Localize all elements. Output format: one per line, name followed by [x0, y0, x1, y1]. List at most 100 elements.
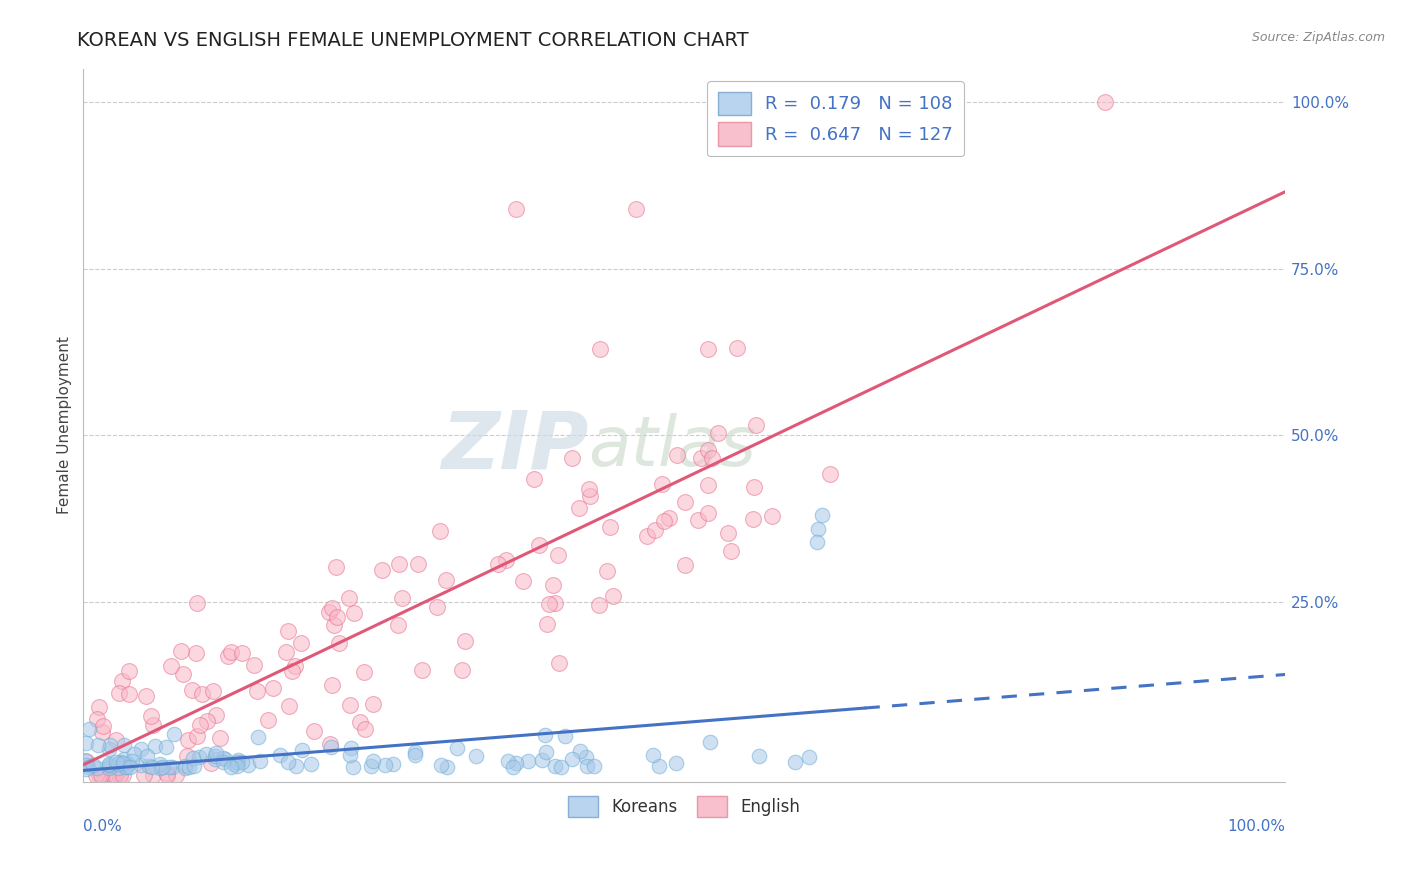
Point — [112, 756, 135, 771]
Point — [217, 648, 239, 663]
Point — [363, 754, 385, 768]
Point — [342, 760, 364, 774]
Point — [541, 578, 564, 592]
Point — [219, 645, 242, 659]
Point — [699, 735, 721, 749]
Point — [643, 748, 665, 763]
Point — [89, 768, 111, 782]
Point — [697, 478, 720, 492]
Point — [247, 730, 270, 744]
Point — [205, 746, 228, 760]
Point — [141, 760, 163, 774]
Point — [720, 544, 742, 558]
Point — [339, 698, 361, 712]
Point — [371, 562, 394, 576]
Point — [176, 749, 198, 764]
Point — [745, 417, 768, 432]
Text: 0.0%: 0.0% — [83, 819, 122, 834]
Point — [321, 601, 343, 615]
Point — [231, 647, 253, 661]
Point — [673, 558, 696, 573]
Point — [280, 664, 302, 678]
Text: 100.0%: 100.0% — [1227, 819, 1285, 834]
Point — [429, 757, 451, 772]
Point — [115, 760, 138, 774]
Point — [105, 766, 128, 780]
Point — [97, 758, 120, 772]
Point — [277, 624, 299, 639]
Point — [138, 758, 160, 772]
Point — [697, 342, 720, 356]
Point — [141, 708, 163, 723]
Point — [105, 733, 128, 747]
Point — [243, 657, 266, 672]
Point — [225, 756, 247, 770]
Point — [211, 750, 233, 764]
Point — [820, 467, 842, 481]
Point — [111, 673, 134, 688]
Point — [588, 599, 610, 613]
Point — [118, 760, 141, 774]
Point — [135, 689, 157, 703]
Point — [596, 564, 619, 578]
Point — [104, 768, 127, 782]
Point — [328, 636, 350, 650]
Point — [404, 748, 426, 763]
Point — [110, 768, 132, 782]
Point — [652, 514, 675, 528]
Point — [534, 728, 557, 742]
Point — [150, 760, 173, 774]
Point — [75, 736, 97, 750]
Point — [219, 759, 242, 773]
Point — [340, 741, 363, 756]
Point — [502, 760, 524, 774]
Point — [689, 451, 711, 466]
Point — [86, 712, 108, 726]
Point — [1094, 95, 1116, 109]
Point — [112, 768, 135, 782]
Point — [134, 768, 156, 782]
Point — [561, 752, 583, 766]
Point — [454, 634, 477, 648]
Point — [323, 617, 346, 632]
Point — [321, 678, 343, 692]
Point — [387, 618, 409, 632]
Point — [184, 646, 207, 660]
Point — [578, 482, 600, 496]
Point — [174, 759, 197, 773]
Point — [534, 745, 557, 759]
Point — [516, 754, 538, 768]
Point — [160, 658, 183, 673]
Point — [547, 656, 569, 670]
Point — [90, 768, 112, 782]
Point — [505, 202, 527, 216]
Point — [97, 741, 120, 756]
Point — [658, 511, 681, 525]
Point — [163, 726, 186, 740]
Point — [284, 659, 307, 673]
Point — [636, 529, 658, 543]
Point — [434, 573, 457, 587]
Point — [319, 737, 342, 751]
Point — [107, 761, 129, 775]
Point — [82, 758, 104, 772]
Point — [554, 730, 576, 744]
Point — [505, 756, 527, 771]
Point — [360, 759, 382, 773]
Point — [77, 722, 100, 736]
Point — [108, 768, 131, 782]
Point — [451, 663, 474, 677]
Point — [488, 557, 510, 571]
Point — [354, 722, 377, 736]
Point — [349, 715, 371, 730]
Point — [387, 557, 409, 571]
Point — [665, 756, 688, 770]
Point — [246, 684, 269, 698]
Point — [547, 548, 569, 562]
Point — [576, 759, 599, 773]
Point — [186, 596, 208, 610]
Point — [644, 524, 666, 538]
Point — [575, 750, 598, 764]
Point — [108, 686, 131, 700]
Point — [157, 760, 180, 774]
